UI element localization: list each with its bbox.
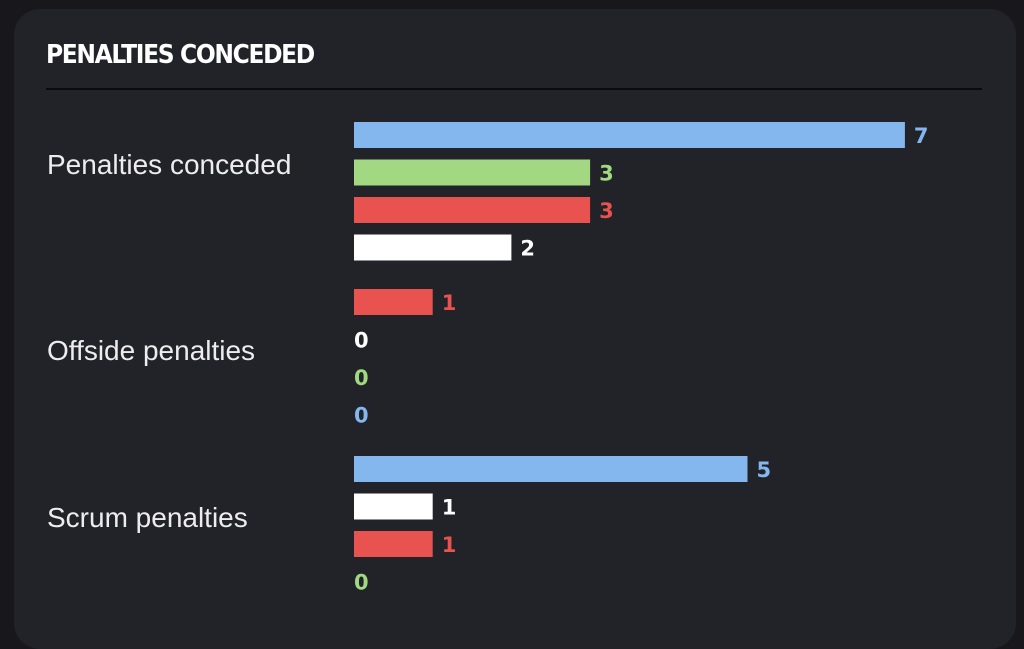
group-label-penalties-conceded: Penalties conceded bbox=[47, 149, 292, 180]
bar-value-label: 2 bbox=[520, 237, 535, 261]
bar-1-4 bbox=[354, 234, 512, 261]
bar-chart: 7 3 3 2 1 0 0 0 5 1 1 0 bbox=[354, 122, 929, 595]
bar-value-label: 0 bbox=[354, 366, 369, 390]
bar-value-label: 0 bbox=[354, 329, 369, 353]
bar-value-label: 0 bbox=[354, 404, 369, 428]
group-label-offside-penalties: Offside penalties bbox=[47, 335, 256, 366]
stats-card bbox=[14, 9, 1016, 649]
bar-value-label: 1 bbox=[442, 496, 457, 520]
bar-3-1 bbox=[354, 456, 748, 482]
bar-1-3 bbox=[354, 197, 591, 223]
bar-3-3 bbox=[354, 531, 433, 557]
bar-value-label: 5 bbox=[757, 458, 772, 482]
chart-title: PENALTIES CONCEDED bbox=[46, 40, 315, 70]
bar-value-label: 3 bbox=[599, 162, 614, 186]
bar-2-1 bbox=[354, 289, 433, 315]
bar-3-2 bbox=[354, 493, 433, 520]
bar-value-label: 0 bbox=[354, 571, 369, 595]
bar-value-label: 1 bbox=[442, 533, 457, 557]
bar-value-label: 7 bbox=[914, 124, 929, 148]
bar-value-label: 3 bbox=[599, 199, 614, 223]
group-label-scrum-penalties: Scrum penalties bbox=[47, 502, 248, 533]
bar-value-label: 1 bbox=[442, 291, 457, 315]
bar-1-1 bbox=[354, 122, 905, 148]
title-divider bbox=[46, 88, 982, 90]
bar-1-2 bbox=[354, 159, 591, 186]
